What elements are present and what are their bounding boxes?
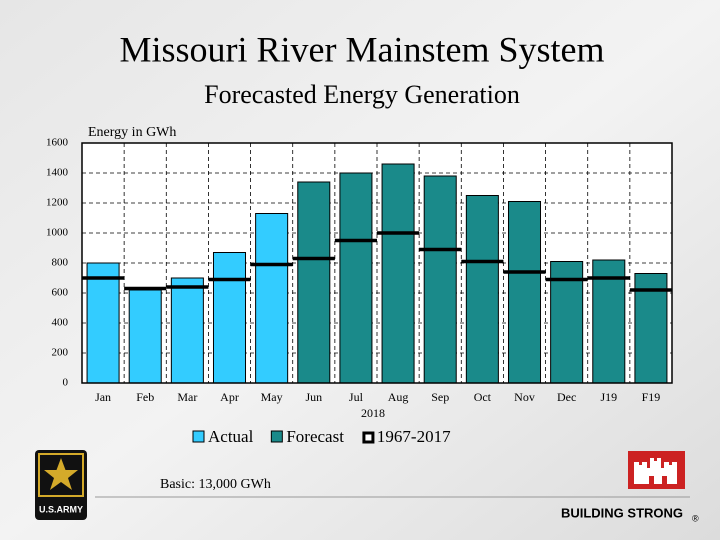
x-tick-label: Sep: [431, 390, 449, 404]
y-tick-label: 200: [52, 347, 69, 359]
x-tick-label: Feb: [136, 390, 154, 404]
x-tick-label: Jun: [305, 390, 322, 404]
y-tick-label: 1200: [46, 197, 69, 209]
bar: [507, 201, 542, 384]
bar: [423, 175, 457, 384]
legend-label: Forecast: [286, 427, 344, 446]
y-tick-label: 1400: [46, 167, 69, 179]
bar: [550, 261, 584, 384]
legend-label: Actual: [208, 427, 254, 446]
x-tick-label: Jul: [349, 390, 364, 404]
army-logo-frame: [38, 453, 84, 497]
slogan: BUILDING STRONG: [561, 505, 683, 520]
bar: [297, 181, 331, 384]
bar: [86, 262, 120, 384]
bar: [592, 259, 626, 384]
bar: [170, 277, 204, 384]
army-logo: U.S.ARMY: [35, 450, 87, 520]
trademark: ®: [692, 513, 699, 523]
legend-label: 1967-2017: [377, 427, 451, 446]
castle-logo: [628, 451, 685, 489]
y-tick-label: 400: [52, 317, 69, 329]
legend-swatch: [192, 430, 205, 443]
bar: [465, 195, 499, 384]
x-tick-label: Dec: [557, 390, 576, 404]
army-logo-text: U.S.ARMY: [39, 504, 83, 514]
bar: [212, 252, 247, 384]
plot-border: [81, 142, 673, 384]
x-tick-label: Nov: [514, 390, 535, 404]
x-tick-label: Aug: [388, 390, 409, 404]
x-tick-label: Apr: [220, 390, 239, 404]
army-star: [44, 458, 78, 490]
legend: Actual Forecast 1967-2017: [192, 427, 451, 446]
x-axis-label: 2018: [361, 406, 385, 420]
note: Basic: 13,000 GWh: [160, 477, 271, 492]
legend-item: 1967-2017: [362, 427, 451, 446]
chart-subtitle: Forecasted Energy Generation: [204, 80, 520, 109]
legend-swatch: [270, 430, 283, 443]
bar: [255, 213, 289, 384]
x-tick-label: May: [261, 390, 283, 404]
y-tick-label: 1000: [46, 227, 69, 239]
y-tick-label: 800: [52, 257, 69, 269]
y-tick-label: 0: [63, 377, 69, 389]
legend-item: Actual: [192, 427, 254, 446]
bar: [381, 163, 415, 384]
castle: [634, 458, 677, 484]
bar: [339, 172, 373, 384]
x-tick-label: Mar: [177, 390, 197, 404]
army-logo-bg: [35, 450, 87, 520]
x-tick-label: J19: [600, 390, 617, 404]
y-tick-label: 600: [52, 287, 69, 299]
legend-swatch: [362, 431, 375, 444]
x-tick-label: Jan: [95, 390, 111, 404]
chart-title: Missouri River Mainstem System: [120, 29, 605, 69]
x-tick-label: F19: [642, 390, 661, 404]
bar: [128, 289, 162, 384]
x-tick-label: Oct: [474, 390, 492, 404]
legend-item: Forecast: [270, 427, 344, 446]
y-axis-label: Energy in GWh: [88, 125, 176, 140]
y-tick-label: 1600: [46, 137, 69, 149]
plot: [82, 142, 672, 384]
